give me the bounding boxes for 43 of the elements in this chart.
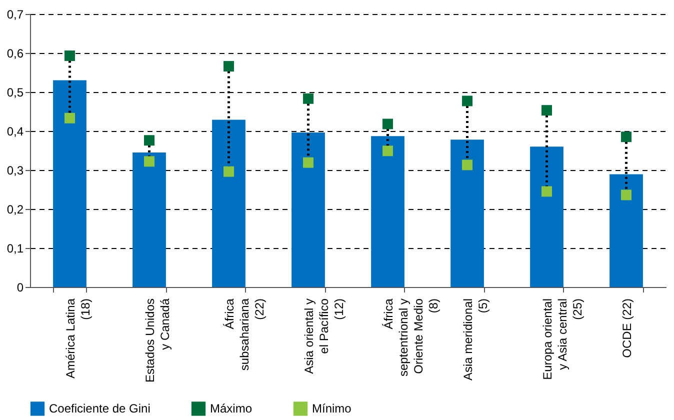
point	[382, 118, 393, 130]
point	[542, 105, 552, 116]
bar	[450, 140, 484, 287]
y-tick-label: 0,2	[6, 202, 24, 216]
bar	[292, 132, 325, 287]
point	[224, 166, 234, 177]
x-tick-label: América Latina (18)	[63, 298, 92, 379]
point	[462, 96, 472, 106]
bar	[530, 146, 564, 287]
bar	[610, 174, 643, 287]
legend-label: Máximo	[210, 402, 252, 416]
point	[542, 186, 552, 197]
point	[144, 156, 154, 167]
bar	[53, 80, 86, 287]
point	[621, 132, 632, 142]
y-tick-label: 0,3	[6, 164, 24, 178]
point	[462, 160, 472, 170]
x-tick-label: África subsahariana (22)	[222, 298, 266, 371]
bar	[132, 152, 166, 287]
y-tick-label: 0,7	[6, 8, 24, 22]
point	[64, 112, 75, 124]
x-tick-label: Europa oriental y Asia central (25)	[540, 298, 584, 380]
y-tick-label: 0,5	[6, 86, 24, 100]
legend-label: Mínimo	[312, 402, 352, 416]
y-tick-label: 0,6	[6, 46, 24, 60]
x-tick-label: Asia meridional (5)	[460, 298, 490, 381]
x-tick-label: Asia oriental y el Pacífico (12)	[302, 298, 346, 374]
point	[303, 157, 314, 168]
point	[224, 61, 234, 72]
bar	[212, 120, 246, 287]
x-tick-label: Estados Unidos y Canadá	[142, 298, 172, 383]
point	[382, 146, 393, 156]
y-tick-label: 0,1	[6, 242, 24, 256]
bar	[371, 136, 404, 287]
point	[64, 50, 75, 61]
point	[144, 135, 154, 146]
x-tick-label: OCDE (22)	[620, 298, 634, 358]
y-tick-label: 0	[16, 280, 24, 294]
x-tick-label: África septentrional y Oriente Medio (8)	[381, 298, 440, 377]
point	[303, 93, 314, 104]
point	[621, 190, 632, 200]
y-tick-label: 0,4	[6, 124, 24, 138]
legend-label: Coeficiente de Gini	[49, 402, 150, 416]
